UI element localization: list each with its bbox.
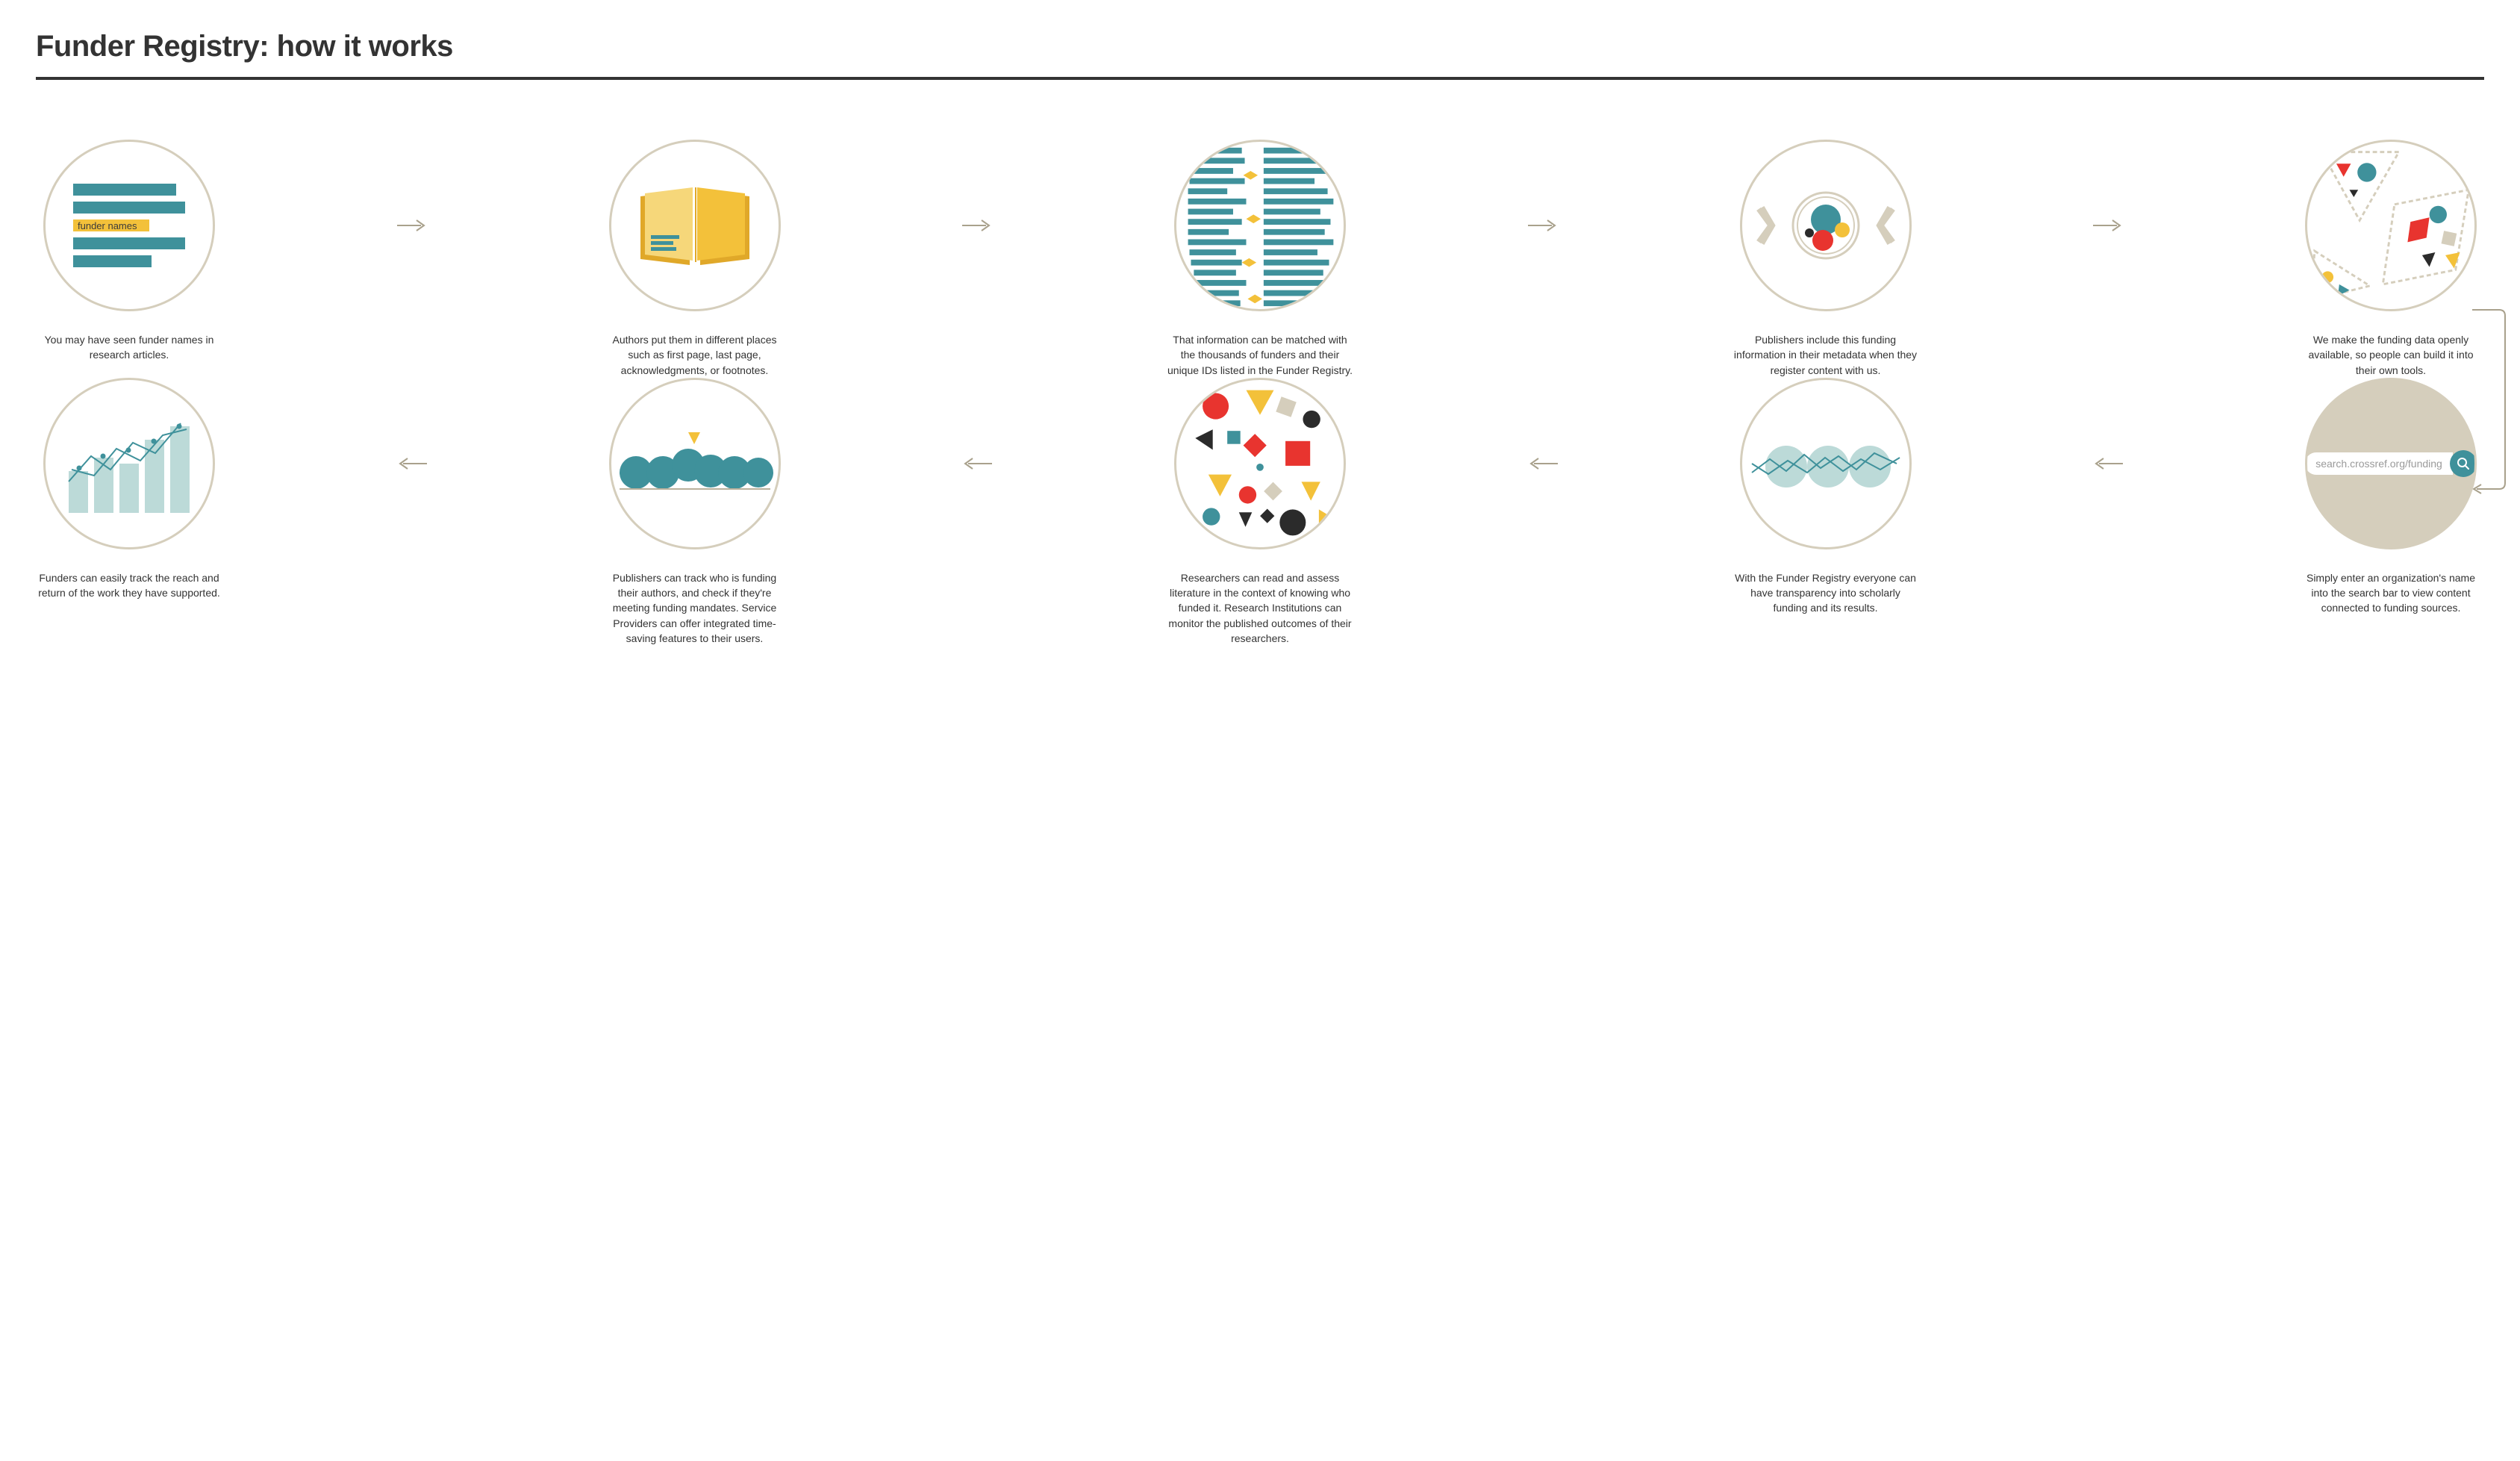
step-7-circle [1740,378,1912,549]
step-6-caption: Simply enter an organization's name into… [2298,570,2484,616]
step-5-caption: We make the funding data openly availabl… [2298,332,2484,378]
confetti-icon [1176,378,1344,549]
search-bar: search.crossref.org/funding [2305,450,2477,477]
arrow-right-icon [961,140,994,311]
step-9: Publishers can track who is funding thei… [602,378,788,646]
bubble-row-icon [617,419,773,508]
step-2-caption: Authors put them in different places suc… [602,332,788,378]
funder-names-label: funder names [78,220,137,231]
step-1: funder names You may have seen funder na… [36,140,222,363]
open-book-icon [631,177,758,274]
flow-row-2: Funders can easily track the reach and r… [36,378,2484,646]
step-6: search.crossref.org/funding Simply enter… [2298,378,2484,616]
metadata-lens-icon [1751,173,1900,278]
flow-container: funder names You may have seen funder na… [36,140,2484,646]
step-8: Researchers can read and assess literatu… [1167,378,1353,646]
step-4-circle [1740,140,1912,311]
step-10: Funders can easily track the reach and r… [36,378,222,601]
sparkline-bubbles-icon [1747,419,1904,508]
search-url-label: search.crossref.org/funding [2305,452,2453,475]
text-bars-icon: funder names [73,184,185,267]
step-7-caption: With the Funder Registry everyone can ha… [1732,570,1919,616]
arrow-right-icon [1526,140,1559,311]
step-10-caption: Funders can easily track the reach and r… [36,570,222,601]
step-5: We make the funding data openly availabl… [2298,140,2484,378]
step-3: That information can be matched with the… [1167,140,1353,378]
arrow-left-icon [396,378,428,549]
step-6-circle: search.crossref.org/funding [2305,378,2477,549]
open-triangles-icon [2307,140,2474,311]
arrow-left-icon [2092,378,2124,549]
page-title: Funder Registry: how it works [36,30,2484,63]
arrow-right-icon [2092,140,2124,311]
step-2-circle [609,140,781,311]
bar-chart-icon [58,404,200,523]
arrow-left-icon [961,378,994,549]
flow-row-1: funder names You may have seen funder na… [36,140,2484,378]
step-4-caption: Publishers include this funding informat… [1732,332,1919,378]
step-10-circle [43,378,215,549]
step-9-caption: Publishers can track who is funding thei… [602,570,788,646]
arrow-left-icon [1526,378,1559,549]
step-3-circle [1174,140,1346,311]
step-8-caption: Researchers can read and assess literatu… [1167,570,1353,646]
step-5-circle [2305,140,2477,311]
dense-list-icon [1176,140,1344,311]
step-2: Authors put them in different places suc… [602,140,788,378]
step-3-caption: That information can be matched with the… [1167,332,1353,378]
arrow-right-icon [396,140,428,311]
step-7: With the Funder Registry everyone can ha… [1732,378,1919,616]
step-4: Publishers include this funding informat… [1732,140,1919,378]
step-1-caption: You may have seen funder names in resear… [36,332,222,363]
step-8-circle [1174,378,1346,549]
step-9-circle [609,378,781,549]
title-rule [36,77,2484,80]
search-button-icon [2450,450,2477,477]
step-1-circle: funder names [43,140,215,311]
